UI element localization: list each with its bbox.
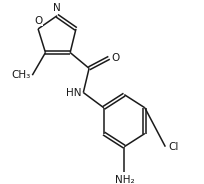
Text: O: O	[34, 16, 42, 26]
Text: O: O	[111, 53, 119, 63]
Text: HN: HN	[65, 88, 81, 98]
Text: Cl: Cl	[167, 142, 177, 152]
Text: NH₂: NH₂	[114, 175, 133, 184]
Text: N: N	[53, 3, 61, 13]
Text: CH₃: CH₃	[11, 70, 30, 80]
